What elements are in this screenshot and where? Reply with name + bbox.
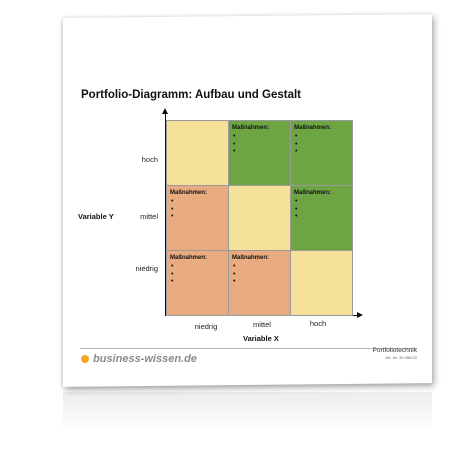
brand-dot-icon [81, 355, 89, 363]
y-tick-mittel: mittel [140, 212, 158, 221]
bullet-item: • [233, 133, 236, 140]
measures-bullet-list: • • • [233, 263, 235, 286]
y-axis-title: Variable Y [78, 212, 114, 221]
x-axis-title: Variable X [243, 334, 279, 343]
grid-cell-r3-c1: Maßnahmen: • • • [166, 250, 229, 316]
bullet-item: • [295, 198, 298, 205]
grid-cell-r2-c1: Maßnahmen: • • • [166, 185, 229, 251]
x-axis-arrow-icon [357, 312, 363, 318]
measures-bullet-list: • • • [171, 263, 173, 286]
grid-cell-r1-c3: Maßnahmen: • • • [290, 120, 353, 186]
bullet-item: • [171, 263, 174, 270]
measures-bullet-list: • • • [233, 133, 235, 156]
bullet-item: • [295, 205, 298, 213]
measures-label: Maßnahmen: [170, 255, 208, 261]
grid-cell-r1-c2: Maßnahmen: • • • [228, 120, 291, 186]
measures-label: Maßnahmen: [232, 125, 270, 131]
bullet-item: • [233, 278, 236, 285]
y-axis-arrow-icon [162, 108, 168, 114]
bullet-item: • [233, 270, 236, 278]
measures-label: Maßnahmen: [294, 190, 332, 196]
x-tick-niedrig: niedrig [194, 322, 218, 331]
grid-cell-r1-c1 [166, 120, 229, 186]
bullet-item: • [295, 148, 298, 155]
bullet-item: • [233, 263, 236, 270]
measures-bullet-list: • • • [295, 198, 297, 221]
sheet-reflection [63, 392, 432, 432]
bullet-item: • [295, 133, 298, 140]
x-tick-hoch: hoch [309, 319, 327, 328]
measures-bullet-list: • • • [171, 198, 173, 221]
bullet-item: • [171, 213, 174, 220]
brand-name: business-wissen.de [93, 353, 197, 365]
bullet-item: • [233, 148, 236, 155]
bullet-item: • [171, 198, 174, 205]
measures-label: Maßnahmen: [294, 125, 332, 131]
bullet-item: • [171, 205, 174, 213]
grid-cell-r2-c3: Maßnahmen: • • • [290, 185, 353, 251]
bullet-item: • [233, 140, 236, 148]
y-tick-niedrig: niedrig [135, 264, 158, 273]
measures-label: Maßnahmen: [232, 255, 270, 261]
grid-cell-r3-c3 [290, 250, 353, 316]
portfolio-grid: Maßnahmen: • • • Maßnahmen: • • • Maßnahmen: • • • M… [166, 120, 353, 316]
bullet-item: • [171, 270, 174, 278]
grid-cell-r2-c2 [228, 185, 291, 251]
x-tick-mittel: mittel [253, 320, 271, 329]
y-tick-hoch: hoch [141, 155, 158, 164]
y-axis-line [165, 112, 166, 315]
footer-info: Portfoliotechnik Art.-Nr. 30-058.02 [373, 347, 417, 360]
bullet-item: • [295, 213, 298, 220]
measures-label: Maßnahmen: [170, 190, 208, 196]
bullet-item: • [171, 278, 174, 285]
footer-category: Portfoliotechnik [372, 347, 417, 354]
grid-cell-r3-c2: Maßnahmen: • • • [228, 250, 291, 316]
bullet-item: • [295, 140, 298, 148]
page-title: Portfolio-Diagramm: Aufbau und Gestalt [81, 89, 301, 101]
measures-bullet-list: • • • [295, 133, 297, 156]
brand-logo: business-wissen.de [81, 353, 197, 365]
footer-divider [80, 348, 417, 349]
footer-article-number: Art.-Nr. 30-058.02 [385, 355, 417, 360]
